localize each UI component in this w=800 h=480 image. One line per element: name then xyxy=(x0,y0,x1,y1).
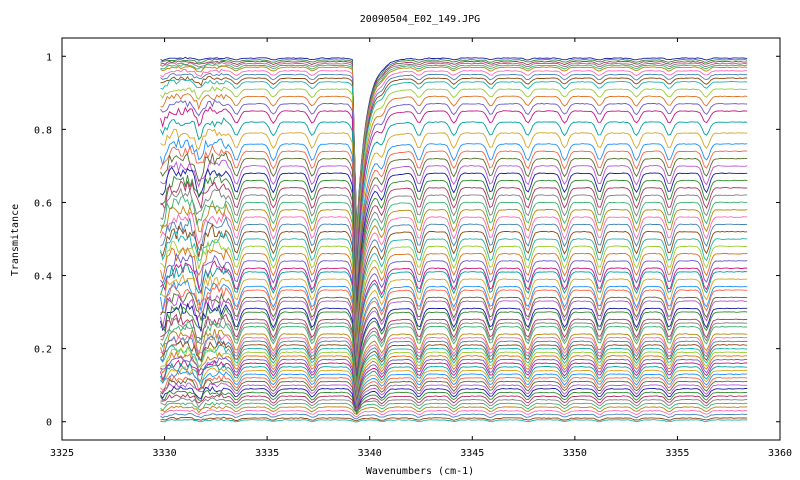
spectrum-series-line xyxy=(160,117,748,276)
spectrum-series-line xyxy=(160,252,748,357)
spectrum-series-line xyxy=(160,294,748,376)
spectrum-series-line xyxy=(160,333,748,392)
spectrum-series-line xyxy=(160,317,748,386)
y-tick-label: 0 xyxy=(46,418,52,429)
spectrum-series-line xyxy=(160,61,748,235)
spectrum-series-line xyxy=(160,385,748,414)
spectrum-series-line xyxy=(160,409,748,418)
chart-title: 20090504_E02_149.JPG xyxy=(360,14,480,25)
spectrum-series-line xyxy=(160,56,748,231)
spectrum-series-line xyxy=(160,291,748,374)
spectrum-series-line xyxy=(160,344,748,396)
spectrum-series-line xyxy=(160,412,748,420)
spectrum-series-line xyxy=(160,68,748,240)
spectrum-series-line xyxy=(160,359,748,403)
spectrum-series-line xyxy=(160,72,748,243)
spectrum-series-line xyxy=(160,418,748,423)
y-tick-label: 0.4 xyxy=(34,272,52,283)
spectrum-series-line xyxy=(160,85,748,253)
x-tick-label: 3335 xyxy=(255,448,279,459)
spectrum-series-line xyxy=(160,75,748,246)
spectrum-series-line xyxy=(160,64,748,237)
spectrum-series-line xyxy=(160,166,748,308)
spectrum-series-line xyxy=(160,346,748,398)
spectrum-series-line xyxy=(160,137,748,290)
spectrum-series-line xyxy=(160,260,748,360)
spectrum-series-line xyxy=(160,369,748,407)
spectrum-series-line xyxy=(160,340,748,395)
x-tick-label: 3340 xyxy=(358,448,382,459)
spectrum-series-line xyxy=(160,144,748,295)
spectrum-series-line xyxy=(160,279,748,369)
spectrum-series-line xyxy=(160,173,748,312)
spectrum-series-line xyxy=(160,93,748,258)
x-tick-label: 3360 xyxy=(768,448,792,459)
y-tick-label: 0.2 xyxy=(34,345,52,356)
spectrum-series-line xyxy=(160,215,748,337)
spectrum-series-line xyxy=(160,374,748,408)
y-tick-label: 0.8 xyxy=(34,125,52,136)
spectrum-series-line xyxy=(160,283,748,371)
series-layer xyxy=(160,56,748,423)
spectrum-series-line xyxy=(160,416,748,422)
spectrum-series-line xyxy=(160,350,748,399)
spectrum-series-line xyxy=(160,361,748,404)
spectrum-series-line xyxy=(160,151,748,299)
spectrum-series-line xyxy=(160,313,748,385)
x-axis: 3325 3330 3335 3340 3345 3350 3355 3360 xyxy=(50,38,792,459)
spectrum-series-line xyxy=(160,393,748,416)
spectrum-series-line xyxy=(160,305,748,381)
spectrum-series-line xyxy=(160,355,748,401)
spectrum-series-line xyxy=(160,335,748,394)
x-axis-label: Wavenumbers (cm-1) xyxy=(366,466,474,477)
spectrum-series-line xyxy=(160,211,748,334)
spectrum-series-line xyxy=(160,58,748,233)
spectrum-series-line xyxy=(160,328,748,391)
spectrum-series-line xyxy=(160,223,748,341)
spectrum-series-line xyxy=(160,65,748,238)
spectrum-series-line xyxy=(160,99,748,263)
spectrum-series-line xyxy=(160,397,748,411)
spectrum-series-line xyxy=(160,401,748,414)
spectrum-series-line xyxy=(160,264,748,362)
spectrum-series-line xyxy=(160,195,748,325)
y-tick-label: 0.6 xyxy=(34,198,52,209)
spectrum-series-line xyxy=(160,60,748,234)
spectrum-series-line xyxy=(160,273,748,366)
spectrum-series-line xyxy=(160,246,748,353)
x-tick-label: 3330 xyxy=(153,448,177,459)
spectrum-series-line xyxy=(160,239,748,349)
x-tick-label: 3325 xyxy=(50,448,74,459)
spectrum-series-line xyxy=(160,128,748,283)
spectrum-series-line xyxy=(160,320,748,387)
y-tick-label: 1 xyxy=(46,52,52,63)
plot-frame xyxy=(61,37,781,441)
y-axis: 0 0.2 0.4 0.6 0.8 1 xyxy=(34,52,780,429)
spectrum-series-line xyxy=(160,180,748,317)
x-tick-label: 3355 xyxy=(665,448,689,459)
spectrum-series-line xyxy=(160,366,748,405)
y-axis-label: Transmitance xyxy=(10,204,21,276)
spectrum-series-line xyxy=(160,378,748,411)
spectrum-series-line xyxy=(160,405,748,416)
x-tick-label: 3345 xyxy=(460,448,484,459)
spectrum-series-line xyxy=(160,187,748,321)
spectrum-series-line xyxy=(160,159,748,304)
spectrum-series-line xyxy=(160,202,748,330)
spectrum-series-line xyxy=(160,79,748,248)
spectrum-series-line xyxy=(160,382,748,412)
spectrum-series-line xyxy=(160,106,748,268)
spectrum-series-line xyxy=(160,301,748,379)
spectrum-series-line xyxy=(160,230,748,345)
spectrum-series-line xyxy=(160,389,748,415)
x-tick-label: 3350 xyxy=(563,448,587,459)
